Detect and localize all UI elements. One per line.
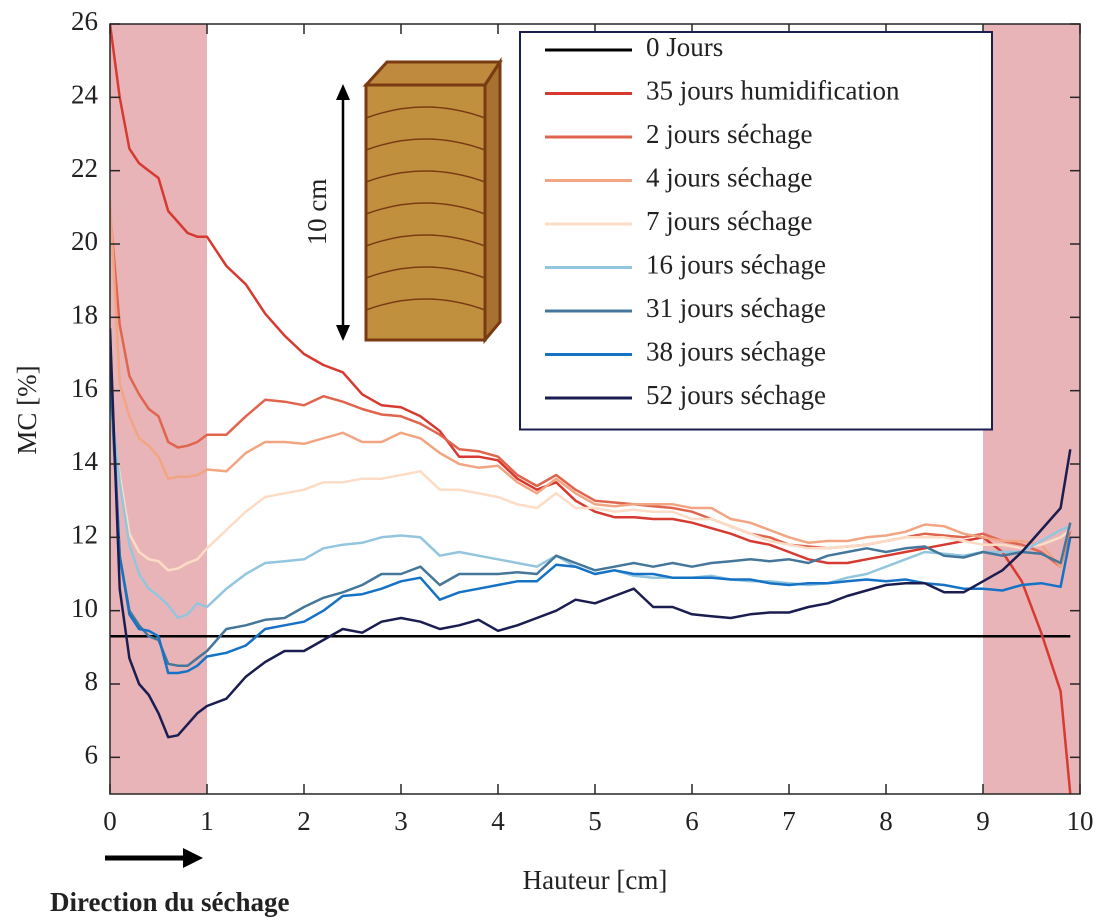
legend: 0 Jours 35 jours humidification 2 jours sé… bbox=[519, 31, 993, 431]
x-tick-label: 1 bbox=[200, 806, 214, 836]
y-tick-label: 20 bbox=[71, 226, 98, 256]
y-tick-label: 14 bbox=[71, 446, 99, 476]
series-line bbox=[110, 328, 1072, 739]
y-tick-label: 18 bbox=[71, 300, 98, 330]
x-tick-label: 10 bbox=[1067, 806, 1094, 836]
series-line bbox=[110, 408, 1072, 572]
x-tick-label: 5 bbox=[588, 806, 602, 836]
shaded-region bbox=[110, 24, 207, 794]
legend-label: 2 jours séchage bbox=[646, 119, 812, 149]
y-tick-label: 6 bbox=[85, 740, 99, 770]
series-line bbox=[110, 372, 1072, 667]
shaded-region bbox=[983, 24, 1080, 794]
legend-box bbox=[519, 31, 993, 431]
y-tick-label: 8 bbox=[85, 666, 99, 696]
y-tick-label: 24 bbox=[71, 80, 99, 110]
series-line bbox=[110, 353, 1072, 675]
annotation: Direction du séchage bbox=[50, 887, 289, 917]
x-tick-label: 9 bbox=[976, 806, 990, 836]
legend-label: 35 jours humidification bbox=[646, 76, 900, 106]
x-axis-label: Hauteur [cm] bbox=[523, 865, 668, 895]
x-tick-label: 8 bbox=[879, 806, 893, 836]
shaded-group bbox=[110, 24, 1080, 794]
x-tick-label: 7 bbox=[782, 806, 796, 836]
x-tick-label: 3 bbox=[394, 806, 408, 836]
y-axis-label: MC [%] bbox=[12, 365, 42, 454]
legend-label: 7 jours séchage bbox=[646, 206, 812, 236]
series-line bbox=[110, 394, 1071, 620]
y-tick-label: 26 bbox=[71, 6, 98, 36]
legend-label: 0 Jours bbox=[646, 32, 723, 62]
y-tick-label: 22 bbox=[71, 153, 98, 183]
x-tick-label: 6 bbox=[685, 806, 699, 836]
legend-label: 31 jours séchage bbox=[646, 293, 826, 323]
x-tick-label: 0 bbox=[103, 806, 117, 836]
y-tick-label: 16 bbox=[71, 373, 98, 403]
x-tick-label: 4 bbox=[491, 806, 505, 836]
series-line bbox=[110, 199, 1072, 568]
y-tick-label: 12 bbox=[71, 520, 98, 550]
legend-label: 38 jours séchage bbox=[646, 337, 826, 367]
legend-label: 4 jours séchage bbox=[646, 163, 812, 193]
annotation: 10 cm bbox=[302, 179, 332, 246]
direction-arrow bbox=[105, 848, 203, 868]
legend-label: 16 jours séchage bbox=[646, 250, 826, 280]
legend-label: 52 jours séchage bbox=[646, 380, 826, 410]
wood-block bbox=[336, 56, 503, 345]
y-tick-label: 10 bbox=[71, 593, 98, 623]
lines-group bbox=[110, 24, 1072, 794]
x-tick-label: 2 bbox=[297, 806, 311, 836]
